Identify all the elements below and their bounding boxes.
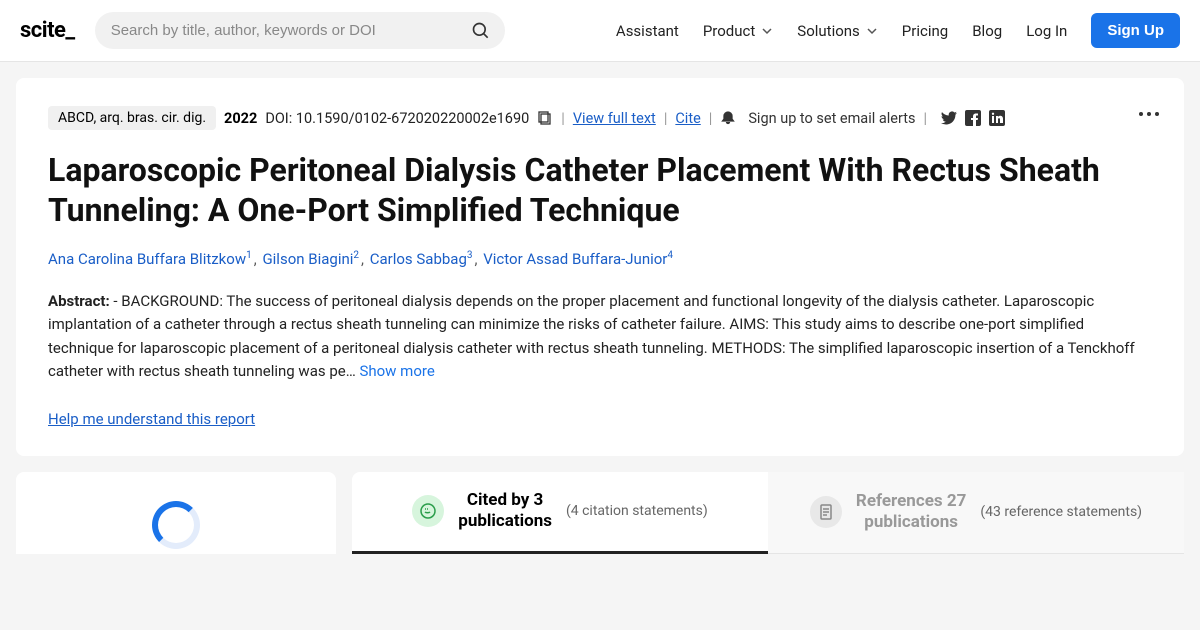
search-input[interactable] (95, 12, 505, 49)
tab-cited-by[interactable]: Cited by 3 publications (4 citation stat… (352, 472, 768, 554)
nav-product-label: Product (703, 22, 755, 40)
tabs-header: Cited by 3 publications (4 citation stat… (352, 472, 1184, 554)
chevron-down-icon (761, 25, 773, 37)
alerts-text[interactable]: Sign up to set email alerts (748, 110, 915, 127)
doi: DOI: 10.1590/0102-672020220002e1690 (265, 110, 529, 127)
abstract-text: - BACKGROUND: The success of peritoneal … (48, 292, 1135, 380)
help-understand-link[interactable]: Help me understand this report (48, 410, 255, 428)
linkedin-icon[interactable] (989, 110, 1005, 126)
nav-assistant[interactable]: Assistant (616, 22, 679, 40)
separator: | (709, 110, 713, 127)
logo[interactable]: scite_ (20, 18, 75, 43)
copy-icon[interactable] (537, 110, 553, 126)
signup-button[interactable]: Sign Up (1091, 13, 1180, 48)
authors: Ana Carolina Buffara Blitzkow1, Gilson B… (48, 250, 1152, 268)
author-link[interactable]: Ana Carolina Buffara Blitzkow (48, 250, 246, 268)
nav-solutions[interactable]: Solutions (797, 22, 878, 40)
side-panel (16, 472, 336, 554)
nav: Assistant Product Solutions Pricing Blog… (616, 13, 1180, 48)
tab-cited-sub: (4 citation statements) (566, 503, 708, 519)
page-title: Laparoscopic Peritoneal Dialysis Cathete… (48, 150, 1108, 230)
chevron-down-icon (866, 25, 878, 37)
cite-link[interactable]: Cite (675, 110, 700, 127)
separator: | (664, 110, 668, 127)
separator: | (923, 110, 927, 127)
search-icon[interactable] (471, 21, 491, 41)
tab-references-title: References 27 publications (856, 491, 966, 534)
abstract: Abstract: - BACKGROUND: The success of p… (48, 290, 1152, 383)
tabs-row: Cited by 3 publications (4 citation stat… (16, 472, 1184, 554)
paper-card: ABCD, arq. bras. cir. dig. 2022 DOI: 10.… (16, 78, 1184, 456)
tab-cited-title: Cited by 3 publications (458, 490, 552, 533)
facebook-icon[interactable] (965, 110, 981, 126)
tab-references[interactable]: References 27 publications (43 reference… (768, 472, 1184, 554)
year: 2022 (224, 110, 257, 127)
meta-row: ABCD, arq. bras. cir. dig. 2022 DOI: 10.… (48, 106, 1152, 130)
author-link[interactable]: Carlos Sabbag (370, 250, 467, 268)
abstract-label: Abstract: (48, 292, 110, 310)
search-container (95, 12, 505, 49)
nav-solutions-label: Solutions (797, 22, 860, 40)
content: ABCD, arq. bras. cir. dig. 2022 DOI: 10.… (0, 62, 1200, 570)
nav-blog[interactable]: Blog (972, 22, 1002, 40)
author-link[interactable]: Victor Assad Buffara-Junior (483, 250, 667, 268)
document-icon (810, 496, 842, 528)
journal-badge[interactable]: ABCD, arq. bras. cir. dig. (48, 106, 216, 130)
view-full-text-link[interactable]: View full text (573, 110, 656, 127)
more-menu-icon[interactable] (1138, 102, 1160, 121)
bell-icon[interactable] (720, 110, 736, 126)
nav-product[interactable]: Product (703, 22, 773, 40)
twitter-icon[interactable] (941, 110, 957, 126)
loading-spinner (152, 501, 200, 549)
tab-references-sub: (43 reference statements) (980, 504, 1142, 520)
citation-icon (412, 495, 444, 527)
social-icons (941, 110, 1005, 126)
nav-login[interactable]: Log In (1026, 22, 1067, 40)
nav-pricing[interactable]: Pricing (902, 22, 948, 40)
tabs-panel: Cited by 3 publications (4 citation stat… (352, 472, 1184, 554)
show-more-link[interactable]: Show more (359, 362, 434, 380)
main-header: scite_ Assistant Product Solutions Prici… (0, 0, 1200, 62)
author-link[interactable]: Gilson Biagini (262, 250, 353, 268)
separator: | (561, 110, 565, 127)
